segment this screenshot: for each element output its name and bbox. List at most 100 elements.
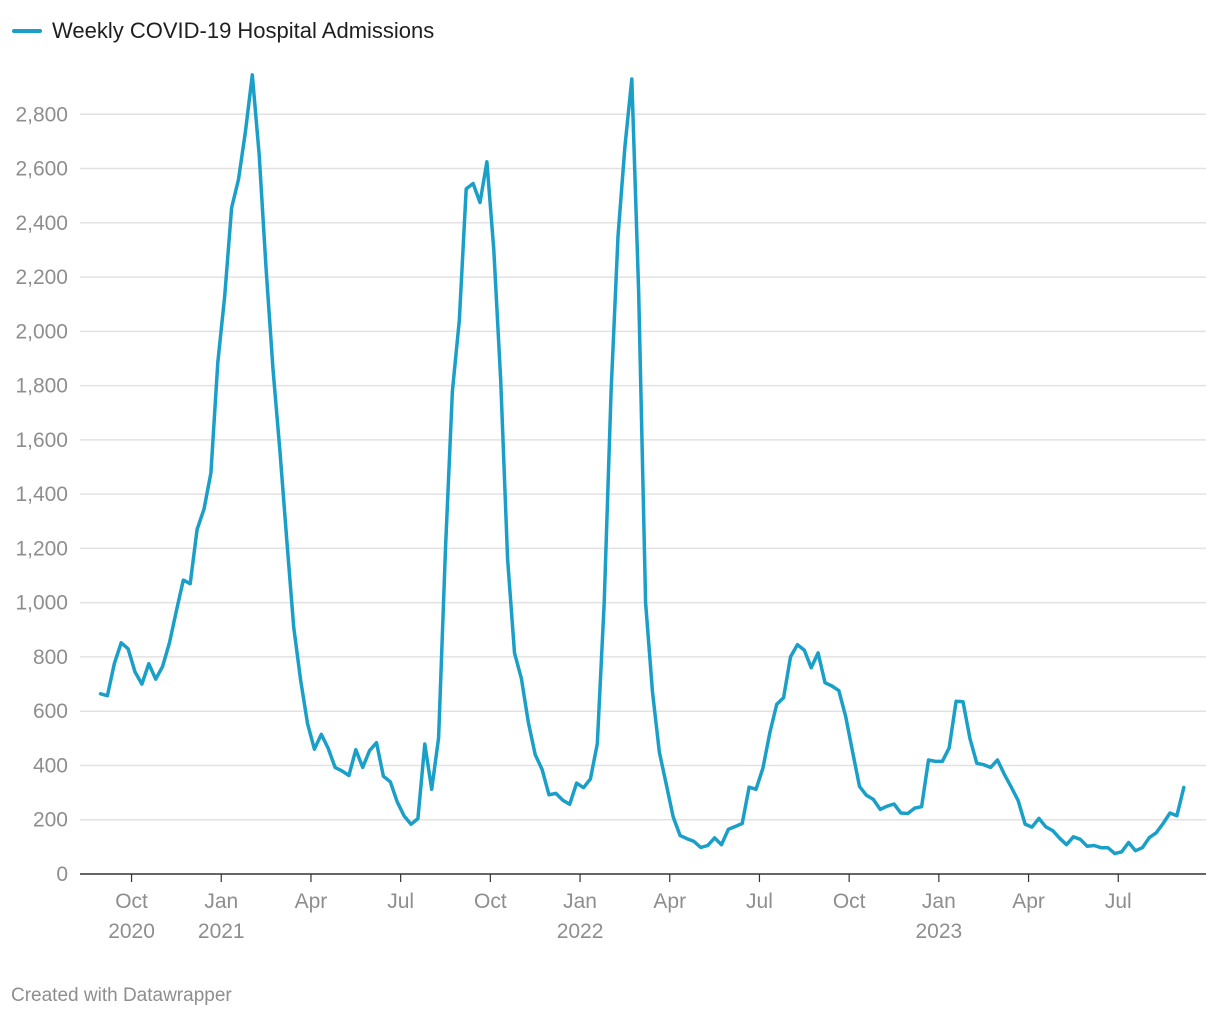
data-point — [265, 267, 268, 270]
data-point — [720, 843, 723, 846]
x-tick-label: Jan — [204, 890, 238, 913]
legend-swatch — [12, 29, 42, 33]
data-point — [1155, 831, 1158, 834]
data-point — [761, 767, 764, 770]
data-point — [1010, 786, 1013, 789]
data-point — [665, 783, 668, 786]
x-tick-label: Apr — [1012, 890, 1045, 913]
y-tick-label: 2,400 — [15, 212, 68, 235]
data-point — [547, 793, 550, 796]
data-point — [196, 528, 199, 531]
data-point — [644, 601, 647, 604]
data-point — [209, 471, 212, 474]
data-point — [637, 292, 640, 295]
data-point — [285, 539, 288, 542]
x-tick-label: Apr — [295, 890, 328, 913]
data-point — [168, 641, 171, 644]
data-point — [658, 751, 661, 754]
data-point — [748, 786, 751, 789]
data-point — [271, 368, 274, 371]
data-point — [706, 844, 709, 847]
x-tick-label: Oct — [833, 890, 866, 913]
data-point — [202, 508, 205, 511]
data-point — [237, 178, 240, 181]
data-point — [541, 768, 544, 771]
data-point — [99, 692, 102, 695]
data-point — [1148, 836, 1151, 839]
data-point — [754, 788, 757, 791]
data-point — [1175, 814, 1178, 817]
data-point — [1093, 844, 1096, 847]
data-point — [444, 547, 447, 550]
y-tick-label: 2,600 — [15, 158, 68, 181]
data-point — [230, 206, 233, 209]
data-point — [423, 742, 426, 745]
data-point — [1127, 841, 1130, 844]
data-point — [672, 815, 675, 818]
data-point — [492, 248, 495, 251]
x-tick-year-label: 2021 — [198, 920, 245, 943]
y-tick-label: 1,800 — [15, 375, 68, 398]
data-point — [596, 742, 599, 745]
data-point — [1168, 811, 1171, 814]
data-point — [610, 389, 613, 392]
data-point — [106, 694, 109, 697]
y-tick-label: 2,200 — [15, 266, 68, 289]
data-point — [313, 748, 316, 751]
data-point — [154, 678, 157, 681]
series-line-hospital-admissions — [98, 73, 1186, 856]
data-point — [120, 641, 123, 644]
data-point — [1106, 846, 1109, 849]
series-layer — [98, 73, 1186, 856]
x-tick-year-label: 2023 — [915, 920, 962, 943]
data-point — [865, 794, 868, 797]
y-tick-label: 1,000 — [15, 592, 68, 615]
data-point — [375, 741, 378, 744]
data-point — [899, 811, 902, 814]
data-point — [727, 828, 730, 831]
data-point — [796, 643, 799, 646]
data-point — [699, 846, 702, 849]
chart-legend: Weekly COVID-19 Hospital Admissions — [12, 18, 434, 44]
data-point — [941, 760, 944, 763]
data-point — [403, 814, 406, 817]
data-point — [292, 626, 295, 629]
x-tick-year-label: 2020 — [108, 920, 155, 943]
data-point — [961, 700, 964, 703]
x-tick-label: Apr — [653, 890, 686, 913]
data-point — [589, 777, 592, 780]
data-point — [361, 766, 364, 769]
data-point — [1030, 826, 1033, 829]
data-point — [630, 77, 633, 80]
data-point — [1051, 829, 1054, 832]
data-point — [389, 780, 392, 783]
data-point — [734, 825, 737, 828]
data-point — [189, 582, 192, 585]
data-point — [1113, 852, 1116, 855]
data-point — [844, 715, 847, 718]
data-point — [920, 805, 923, 808]
data-point — [244, 130, 247, 133]
data-point — [354, 748, 357, 751]
y-tick-label: 1,400 — [15, 483, 68, 506]
x-tick-year-label: 2022 — [557, 920, 604, 943]
data-point — [347, 774, 350, 777]
data-point — [216, 361, 219, 364]
data-point — [823, 681, 826, 684]
data-point — [879, 808, 882, 811]
x-tick-label: Jan — [922, 890, 956, 913]
y-tick-label: 600 — [33, 700, 68, 723]
data-point — [858, 785, 861, 788]
data-point — [851, 750, 854, 753]
data-point — [561, 799, 564, 802]
y-tick-label: 2,000 — [15, 320, 68, 343]
data-point — [458, 319, 461, 322]
data-point — [968, 737, 971, 740]
data-point — [506, 558, 509, 561]
data-point — [127, 647, 130, 650]
data-point — [782, 696, 785, 699]
y-tick-label: 0 — [56, 863, 68, 886]
data-point — [527, 721, 530, 724]
data-point — [409, 823, 412, 826]
data-point — [430, 788, 433, 791]
